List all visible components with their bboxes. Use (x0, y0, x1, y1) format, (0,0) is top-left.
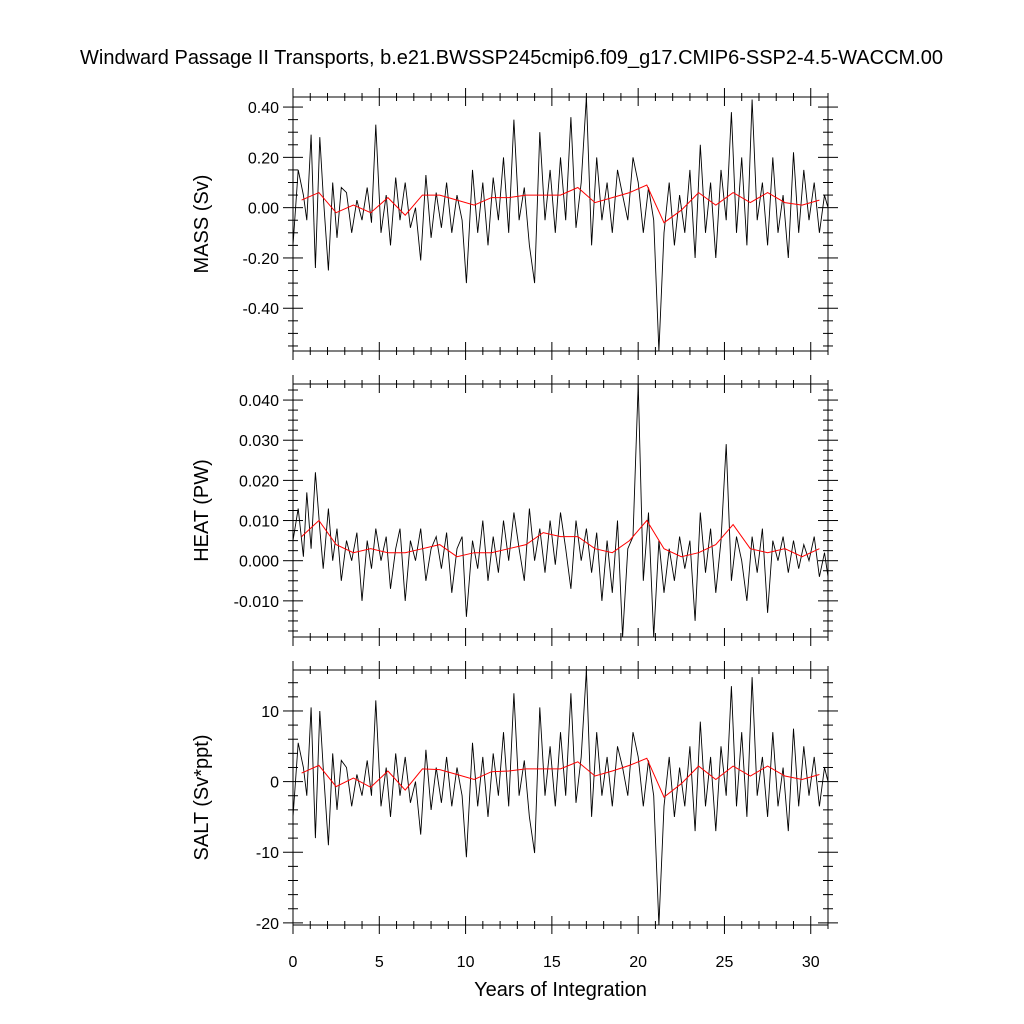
panel-frame-2 (292, 669, 829, 926)
monthly-series-line (293, 670, 828, 925)
annual-series-line (301, 184, 820, 224)
y-tick-label: -0.20 (243, 251, 280, 268)
annual-series-line (301, 757, 820, 798)
y-tick-label: -0.40 (243, 301, 280, 318)
x-tick-label: 0 (289, 954, 298, 971)
y-tick-label: 0.020 (239, 473, 279, 490)
panel-frame-0 (292, 96, 829, 352)
y-axis-label: MASS (Sv) (191, 175, 213, 274)
y-axis-label: SALT (Sv*ppt) (191, 735, 213, 861)
y-tick-label: 0.000 (239, 554, 279, 571)
y-tick-label: 0.010 (239, 514, 279, 531)
x-tick-label: 20 (629, 954, 647, 971)
x-tick-label: 15 (543, 954, 561, 971)
y-tick-label: 0.40 (248, 100, 279, 117)
x-tick-label: 30 (802, 954, 820, 971)
y-tick-label: 10 (261, 704, 279, 721)
y-tick-label: -10 (256, 845, 279, 862)
panel-frame-1 (292, 383, 829, 638)
chart-title: Windward Passage II Transports, b.e21.BW… (80, 47, 943, 69)
x-tick-label: 5 (375, 954, 384, 971)
monthly-series-line (293, 384, 828, 637)
annual-series-line (301, 519, 820, 558)
y-tick-label: 0.030 (239, 433, 279, 450)
y-tick-label: 0.040 (239, 393, 279, 410)
x-tick-label: 10 (457, 954, 475, 971)
y-tick-label: 0 (270, 775, 279, 792)
monthly-series-line (293, 97, 828, 351)
y-tick-label: 0.20 (248, 150, 279, 167)
y-tick-label: 0.00 (248, 201, 279, 218)
y-tick-label: -0.010 (234, 594, 279, 611)
y-tick-label: -20 (256, 916, 279, 933)
x-axis-label: Years of Integration (474, 979, 647, 1001)
y-axis-label: HEAT (PW) (191, 459, 213, 562)
x-tick-label: 25 (716, 954, 734, 971)
